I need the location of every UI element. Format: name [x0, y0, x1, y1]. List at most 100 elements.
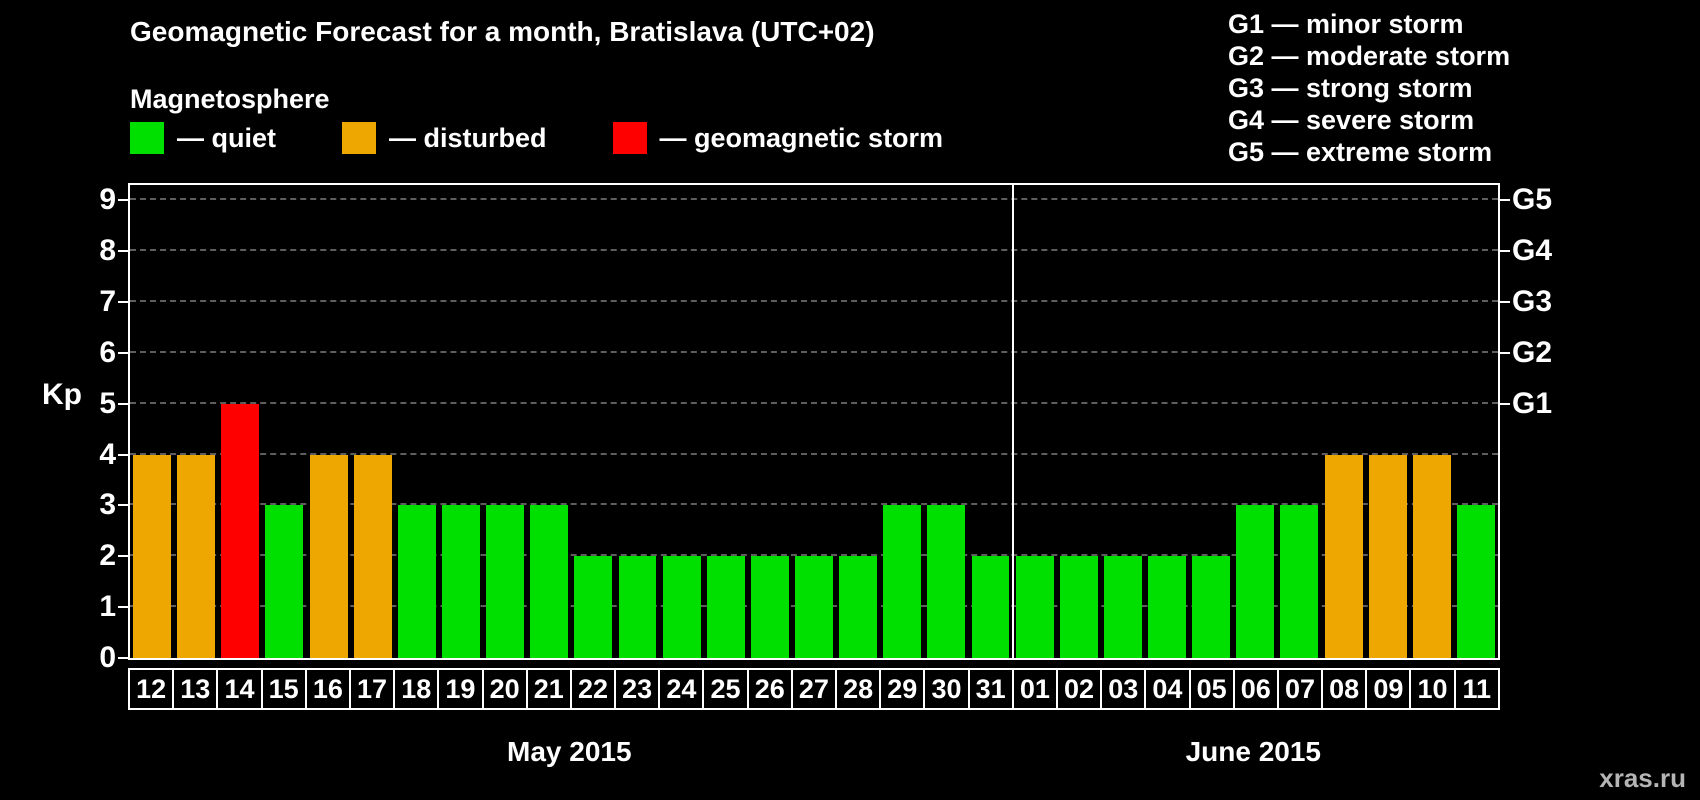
- date-cell-02: 02: [1055, 668, 1103, 710]
- y-tick-mark-1: [118, 606, 128, 609]
- date-cell-18: 18: [393, 668, 440, 710]
- bar-day-20: [486, 505, 525, 658]
- bar-day-23: [618, 556, 657, 658]
- y-tick-mark-9: [118, 199, 128, 202]
- plot-area: [128, 183, 1500, 660]
- month-label-may: May 2015: [507, 736, 632, 767]
- bar-day-06: [1236, 505, 1275, 658]
- gridline-kp-9: [130, 198, 1498, 201]
- date-cell-28: 28: [835, 668, 882, 710]
- y-tick-mark-4: [118, 453, 128, 456]
- bar-day-02: [1059, 556, 1098, 658]
- legend-item-quiet: — quiet: [130, 122, 276, 154]
- date-cell-03: 03: [1100, 668, 1147, 710]
- y-tick-mark-5: [118, 402, 128, 405]
- chart-subtitle: Magnetosphere: [130, 84, 330, 114]
- right-tick-mark-G2: [1500, 351, 1510, 354]
- bar-day-11: [1456, 505, 1495, 658]
- gridline-kp-2: [130, 554, 1498, 557]
- date-cell-29: 29: [879, 668, 926, 710]
- bar-day-31: [971, 556, 1010, 658]
- right-tick-mark-G4: [1500, 250, 1510, 253]
- bar-day-09: [1368, 454, 1407, 658]
- right-tick-mark-G1: [1500, 402, 1510, 405]
- date-cell-20: 20: [481, 668, 528, 710]
- magnetosphere-legend: — quiet — disturbed — geomagnetic storm: [130, 122, 1009, 154]
- month-separator: [1011, 185, 1014, 658]
- gridline-kp-7: [130, 299, 1498, 302]
- bar-day-15: [265, 505, 304, 658]
- bar-day-03: [1103, 556, 1142, 658]
- date-cell-14: 14: [216, 668, 263, 710]
- bar-day-24: [662, 556, 701, 658]
- month-label-june: June 2015: [1185, 736, 1321, 767]
- legend-label-disturbed: — disturbed: [389, 122, 547, 153]
- bar-day-16: [309, 454, 348, 658]
- right-axis-label-G1: G1: [1512, 386, 1553, 420]
- x-axis-date-row: 12 13 14 15 16 17 18 19 20 21 22 23 24 25 26 27 28 29 30 31…: [128, 668, 1500, 710]
- disturbed-color-swatch: [342, 122, 376, 154]
- date-cell-30: 30: [923, 668, 970, 710]
- bar-day-28: [839, 556, 878, 658]
- storm-scale-legend: G1 — minor storm G2 — moderate storm G3 — …: [1228, 8, 1510, 168]
- bar-day-04: [1148, 556, 1186, 658]
- y-axis-title: Kp: [42, 378, 82, 411]
- y-tick-label-7: 7: [99, 284, 116, 318]
- gridline-kp-8: [130, 249, 1498, 252]
- date-cell-09: 09: [1365, 668, 1412, 710]
- legend-item-storm: — geomagnetic storm: [612, 122, 943, 154]
- bar-day-01: [1015, 556, 1054, 658]
- right-tick-mark-G5: [1500, 199, 1510, 202]
- y-tick-label-4: 4: [99, 437, 116, 471]
- date-cell-06: 06: [1232, 668, 1279, 710]
- bar-day-19: [441, 505, 480, 658]
- date-cell-08: 08: [1321, 668, 1368, 710]
- legend-label-quiet: — quiet: [177, 122, 276, 153]
- y-tick-mark-0: [118, 657, 128, 659]
- bar-day-08: [1324, 454, 1363, 658]
- bar-day-18: [397, 505, 436, 658]
- bar-day-27: [795, 556, 833, 658]
- chart-title: Geomagnetic Forecast for a month, Bratis…: [130, 16, 875, 47]
- date-cell-10: 10: [1409, 668, 1456, 710]
- date-cell-11: 11: [1453, 668, 1500, 710]
- date-cell-27: 27: [790, 668, 837, 710]
- y-tick-label-5: 5: [99, 386, 116, 420]
- bar-day-30: [927, 505, 966, 658]
- y-tick-mark-3: [118, 504, 128, 507]
- y-tick-label-1: 1: [99, 590, 116, 624]
- date-cell-17: 17: [348, 668, 396, 710]
- bar-day-17: [353, 454, 392, 658]
- right-axis-label-G4: G4: [1512, 234, 1553, 268]
- bar-day-10: [1412, 454, 1451, 658]
- watermark: xras.ru: [1599, 763, 1686, 793]
- gridline-kp-5: [130, 401, 1498, 404]
- date-cell-22: 22: [569, 668, 617, 710]
- y-tick-label-6: 6: [99, 335, 116, 369]
- date-cell-01: 01: [1011, 668, 1058, 710]
- right-axis-label-G3: G3: [1512, 284, 1553, 318]
- date-cell-21: 21: [525, 668, 572, 710]
- y-tick-label-8: 8: [99, 234, 116, 268]
- y-tick-mark-2: [118, 555, 128, 558]
- storm-color-swatch: [612, 122, 647, 154]
- bar-day-29: [883, 505, 922, 658]
- gridline-kp-3: [130, 503, 1498, 506]
- y-tick-mark-7: [118, 300, 128, 303]
- y-tick-mark-6: [118, 351, 128, 354]
- date-cell-13: 13: [172, 668, 219, 710]
- bar-day-22: [574, 556, 613, 658]
- right-axis-label-G2: G2: [1512, 335, 1553, 369]
- y-tick-mark-8: [118, 250, 128, 253]
- date-cell-31: 31: [967, 668, 1014, 710]
- storm-scale-line-g3: G3 — strong storm: [1228, 73, 1473, 103]
- date-cell-05: 05: [1188, 668, 1235, 710]
- y-tick-label-3: 3: [99, 488, 116, 522]
- bar-day-25: [706, 556, 745, 658]
- date-cell-19: 19: [437, 668, 484, 710]
- y-tick-label-2: 2: [99, 539, 116, 573]
- date-cell-15: 15: [260, 668, 307, 710]
- bar-day-14: [221, 403, 260, 658]
- legend-item-disturbed: — disturbed: [342, 122, 547, 154]
